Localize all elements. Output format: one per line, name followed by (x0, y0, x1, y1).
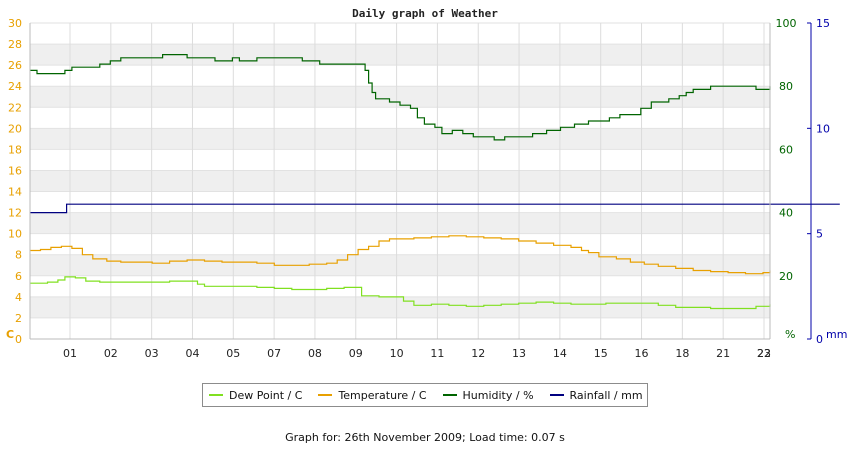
grid-band (30, 170, 770, 192)
left-tick-label: 0 (15, 333, 22, 346)
left-tick-label: 24 (8, 80, 22, 93)
x-tick-label: 01 (63, 347, 77, 360)
rain-axis-unit-label: mm (826, 328, 847, 341)
x-tick-label: 13 (512, 347, 526, 360)
left-tick-label: 2 (15, 312, 22, 325)
humidity-tick-label: 60 (779, 143, 793, 156)
rain-tick-label: 15 (816, 17, 830, 30)
grid-band (30, 212, 770, 234)
left-tick-label: 16 (8, 164, 22, 177)
x-tick-label: 08 (308, 347, 322, 360)
x-tick-label: 16 (635, 347, 649, 360)
left-tick-label: 6 (15, 270, 22, 283)
series-layer (30, 54, 840, 310)
plot-background-bands (30, 22, 770, 340)
left-axis-unit-label: C (6, 328, 14, 341)
humidity-tick-label: 80 (779, 80, 793, 93)
x-tick-label: 22 (757, 347, 771, 360)
left-tick-label: 4 (15, 291, 22, 304)
humidity-axis-unit-label: % (785, 328, 795, 341)
left-tick-label: 30 (8, 17, 22, 30)
legend-swatch-rainfall (549, 394, 564, 396)
chart-legend: Dew Point / C Temperature / C Humidity /… (202, 383, 648, 407)
humidity-tick-label: 40 (779, 207, 793, 220)
left-tick-label: 8 (15, 249, 22, 262)
x-tick-label: 09 (349, 347, 363, 360)
footer-status: Graph for: 26th November 2009; Load time… (285, 431, 565, 444)
left-tick-label: 14 (8, 186, 22, 199)
legend-item-dew-point: Dew Point / C (205, 389, 302, 402)
legend-swatch-temperature (318, 394, 333, 396)
x-tick-label: 07 (267, 347, 281, 360)
legend-swatch-dew-point (209, 394, 223, 396)
left-tick-label: 28 (8, 38, 22, 51)
x-tick-label: 21 (716, 347, 730, 360)
grid-band (30, 44, 770, 66)
x-tick-label: 03 (145, 347, 159, 360)
legend-label-rainfall: Rainfall / mm (569, 388, 643, 402)
humidity-tick-label: 20 (779, 270, 793, 283)
rain-tick-label: 10 (816, 122, 830, 135)
legend-item-humidity: Humidity / % (439, 389, 534, 402)
grid-band (30, 128, 770, 150)
legend-label-humidity: Humidity / % (462, 388, 534, 402)
series-temperature (30, 235, 771, 275)
vertical-grid-lines (69, 23, 765, 339)
legend-label-dew-point: Dew Point / C (229, 388, 303, 402)
x-tick-label: 15 (594, 347, 608, 360)
left-tick-label: 22 (8, 101, 22, 114)
x-tick-label: 12 (471, 347, 485, 360)
x-tick-label: 02 (104, 347, 118, 360)
grid-band (30, 254, 770, 276)
legend-label-temperature: Temperature / C (338, 388, 427, 402)
x-tick-label: 14 (553, 347, 567, 360)
legend-item-temperature: Temperature / C (314, 388, 427, 402)
grid-band (30, 86, 770, 108)
x-tick-label: 05 (226, 347, 240, 360)
left-tick-label: 10 (8, 228, 22, 241)
left-tick-label: 20 (8, 122, 22, 135)
chart-title: Daily graph of Weather (352, 7, 498, 20)
left-tick-label: 18 (8, 143, 22, 156)
series-dew-point (30, 276, 771, 310)
series-rainfall (30, 203, 840, 214)
grid-band (30, 296, 770, 318)
x-tick-label: 18 (675, 347, 689, 360)
x-tick-label: 04 (185, 347, 199, 360)
rain-tick-label: 0 (816, 333, 823, 346)
x-tick-label: 10 (390, 347, 404, 360)
series-humidity (30, 54, 771, 141)
x-tick-label: 11 (430, 347, 444, 360)
legend-item-rainfall: Rainfall / mm (546, 389, 643, 402)
x-tick-label: 23 (757, 347, 771, 360)
rain-tick-label: 5 (816, 228, 823, 241)
legend-swatch-humidity (442, 394, 457, 396)
left-tick-label: 12 (8, 207, 22, 220)
humidity-tick-label: 100 (776, 17, 797, 30)
axis-layer: 01 02 03 04 05 07 08 09 10 11 12 13 14 15 16 18 21 222302… (8, 17, 830, 360)
left-tick-label: 26 (8, 59, 22, 72)
